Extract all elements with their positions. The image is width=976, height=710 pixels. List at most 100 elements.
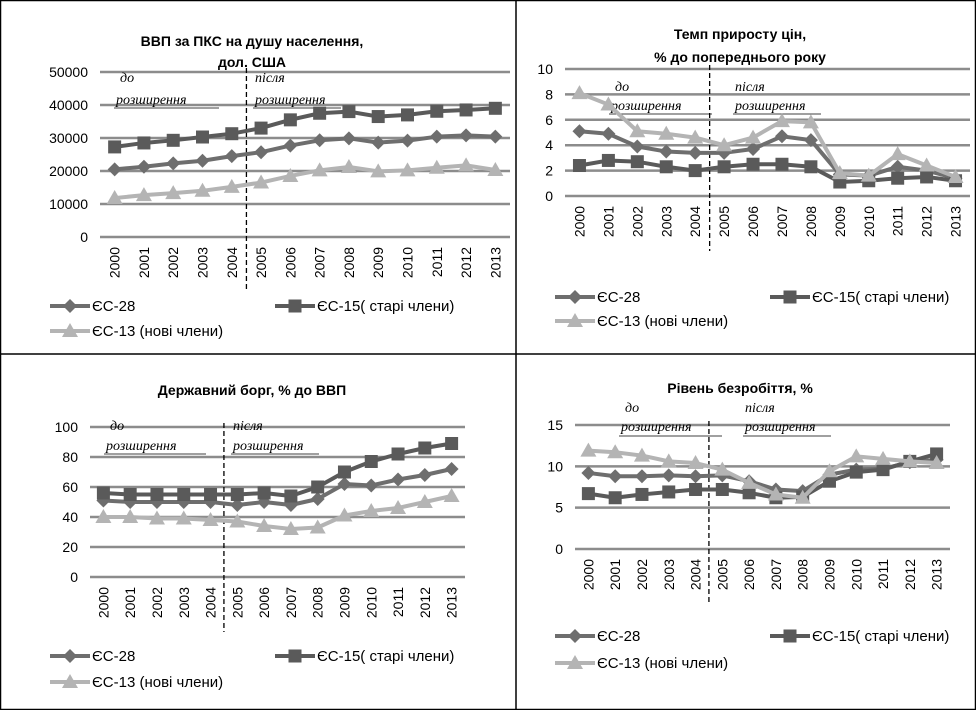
series-line [114, 163, 496, 201]
x-tick-label: 2012 [902, 559, 918, 590]
legend-label: ЄС-15( старі члени) [317, 298, 454, 315]
data-point [230, 498, 245, 512]
y-tick-label: 0 [70, 569, 78, 585]
data-point [716, 137, 733, 152]
data-point [688, 469, 703, 484]
x-tick-label: 2007 [283, 587, 299, 618]
data-point [803, 133, 818, 148]
y-tick-label: 10 [547, 458, 563, 474]
data-point [224, 149, 239, 164]
data-point [687, 455, 704, 470]
data-point [572, 124, 587, 139]
before-label: до [110, 419, 124, 434]
data-point [804, 160, 818, 174]
x-tick-label: 2010 [363, 587, 379, 618]
data-point [746, 157, 760, 171]
data-point [889, 146, 906, 161]
x-tick-label: 2009 [832, 206, 848, 237]
data-point [607, 444, 624, 459]
y-tick-label: 20 [62, 539, 78, 555]
after-label: розширення [254, 93, 325, 108]
data-point [821, 463, 838, 478]
legend-marker [568, 290, 582, 304]
y-tick-label: 40 [62, 509, 78, 525]
x-tick-label: 2005 [716, 206, 732, 237]
x-tick-label: 2013 [948, 206, 964, 237]
chart-title: дол. США [218, 54, 286, 70]
legend-marker [783, 629, 797, 643]
x-tick-label: 2007 [774, 206, 790, 237]
data-point [930, 447, 944, 461]
x-tick-label: 2009 [336, 587, 352, 618]
x-tick-label: 2012 [919, 206, 935, 237]
data-point [601, 153, 615, 167]
legend-label: ЄС-15( старі члени) [317, 648, 454, 665]
chart-title: Державний борг, % до ВВП [158, 382, 346, 398]
data-point [860, 167, 877, 182]
data-point [254, 145, 269, 160]
x-tick-label: 2002 [149, 587, 165, 618]
data-point [223, 178, 240, 193]
chart-gdp: ВВП за ПКС на душу населення, дол. США 0 10… [49, 33, 510, 340]
data-point [150, 488, 164, 501]
before-label: до [120, 71, 134, 86]
legend-label: ЄС-13 (нові члени) [92, 674, 223, 691]
data-point [875, 450, 892, 465]
data-point [488, 101, 502, 115]
before-label: розширення [115, 93, 186, 108]
data-point [430, 104, 444, 118]
data-point [311, 480, 325, 494]
data-point [635, 487, 649, 501]
data-point [775, 157, 789, 171]
data-point [230, 488, 244, 501]
after-label: розширення [734, 99, 805, 114]
x-tick-label: 2006 [282, 247, 298, 278]
y-tick-label: 5 [555, 500, 563, 516]
x-tick-label: 2002 [634, 559, 650, 590]
legend-label: ЄС-28 [597, 628, 640, 645]
data-point [194, 182, 211, 197]
y-tick-label: 0 [555, 541, 563, 557]
data-point [107, 162, 122, 177]
after-label: розширення [744, 420, 815, 435]
x-tick-label: 2001 [136, 247, 152, 278]
chart-prices: Темп приросту цін, % до попереднього року… [537, 26, 970, 330]
data-point [601, 126, 616, 141]
chart-title: Рівень безробіття, % [667, 380, 813, 396]
x-tick-label: 2013 [444, 587, 460, 618]
data-point [106, 190, 123, 205]
legend-marker [63, 299, 77, 313]
data-point [580, 442, 597, 457]
data-point [459, 128, 474, 143]
x-tick-label: 2006 [741, 559, 757, 590]
before-label: до [625, 401, 639, 416]
data-point [148, 510, 165, 525]
data-point [662, 485, 676, 499]
after-label: після [745, 401, 775, 416]
after-label: після [233, 419, 263, 434]
x-tick-label: 2007 [768, 559, 784, 590]
x-tick-label: 2013 [487, 247, 503, 278]
x-tick-label: 2001 [600, 206, 616, 237]
data-point [714, 461, 731, 476]
data-point [715, 482, 729, 496]
data-point [608, 491, 622, 505]
legend-marker [567, 313, 583, 327]
x-tick-label: 2003 [658, 206, 674, 237]
data-point [312, 133, 327, 148]
data-point [633, 447, 650, 462]
data-point [310, 492, 325, 506]
data-point [371, 135, 386, 150]
x-tick-label: 2011 [390, 587, 406, 617]
y-tick-label: 60 [62, 479, 78, 495]
x-tick-label: 2008 [310, 587, 326, 618]
y-tick-label: 15 [547, 417, 563, 433]
data-point [661, 468, 676, 483]
data-point [890, 159, 905, 174]
data-point [283, 138, 298, 153]
data-point [429, 129, 444, 144]
x-tick-label: 2005 [253, 247, 269, 278]
data-point [364, 478, 379, 493]
after-label: розширення [232, 439, 303, 454]
data-point [371, 110, 385, 124]
